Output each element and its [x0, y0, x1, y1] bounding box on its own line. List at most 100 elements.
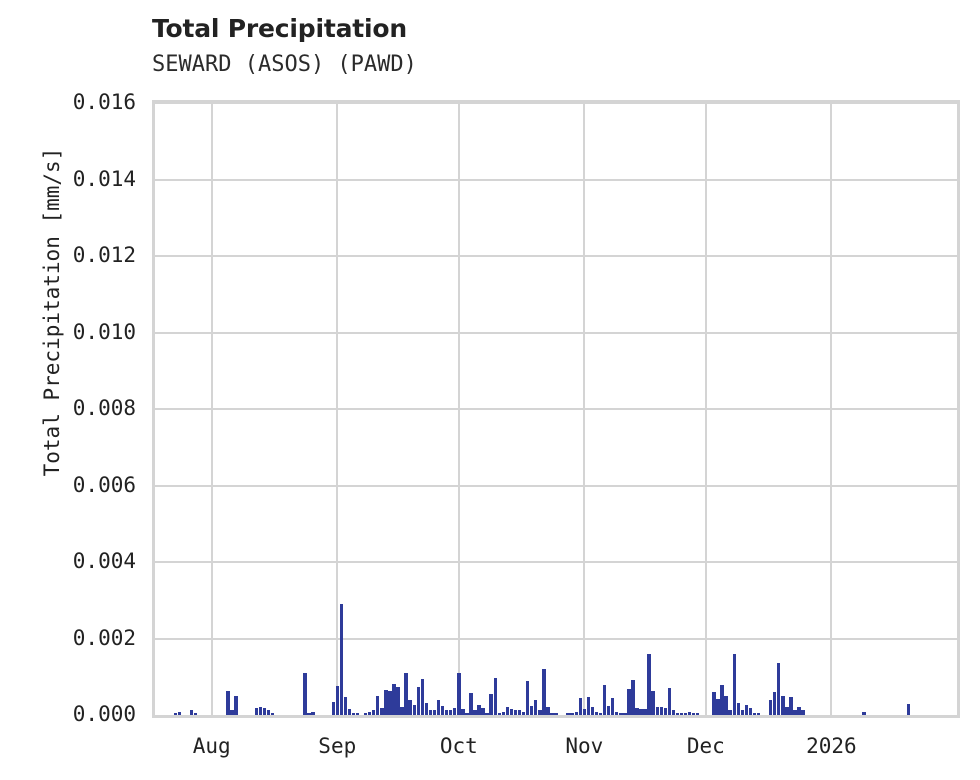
bar	[740, 709, 745, 715]
bar	[716, 698, 720, 715]
bar	[481, 708, 485, 715]
bar	[477, 705, 481, 715]
gridline-vertical	[704, 103, 707, 715]
bar	[586, 696, 591, 715]
bar	[428, 710, 433, 715]
y-axis-tick: 0.008	[72, 396, 136, 420]
gridline-vertical	[336, 103, 339, 715]
bar	[485, 713, 489, 715]
bar	[400, 706, 404, 715]
bar	[570, 713, 574, 715]
bar	[696, 712, 700, 715]
chart-subtitle-station: SEWARD (ASOS) (PAWD)	[152, 52, 417, 77]
bar	[724, 695, 728, 715]
bar	[590, 706, 595, 715]
bar	[683, 712, 688, 715]
x-axis-tick: 2026	[806, 734, 857, 758]
bar	[457, 672, 461, 715]
bar	[639, 708, 643, 715]
bar	[376, 695, 380, 715]
bar	[270, 712, 275, 715]
bar	[412, 705, 416, 715]
bar	[424, 702, 429, 715]
bar	[687, 711, 692, 715]
bar	[606, 705, 611, 715]
gridline-horizontal	[155, 178, 957, 181]
bar	[793, 709, 797, 715]
bar	[667, 688, 672, 715]
bar	[736, 702, 740, 715]
bar	[367, 711, 372, 715]
gridline-horizontal	[155, 255, 957, 257]
y-axis-tick: 0.012	[72, 243, 136, 267]
gridline-horizontal	[155, 408, 957, 410]
bar	[691, 713, 696, 715]
plot-area	[152, 100, 960, 718]
bar	[388, 690, 392, 715]
bar	[619, 712, 623, 715]
bar	[493, 678, 497, 715]
gridline-vertical	[830, 103, 833, 715]
bar	[521, 711, 526, 715]
y-axis-label: Total Precipitation [mm/s]	[40, 147, 64, 477]
bar	[679, 713, 684, 715]
bar	[440, 705, 445, 715]
bar	[671, 709, 676, 715]
gridline-vertical	[210, 103, 213, 715]
bar	[655, 706, 659, 715]
bar	[226, 691, 230, 715]
bar	[262, 708, 267, 715]
y-axis-tick: 0.004	[72, 549, 136, 573]
bar	[509, 708, 514, 715]
bar	[311, 711, 315, 715]
bar	[266, 709, 271, 715]
y-axis-tick: 0.016	[72, 90, 136, 114]
y-axis-tick: 0.006	[72, 472, 136, 497]
bar	[392, 683, 396, 715]
bar	[408, 700, 412, 715]
bar	[234, 695, 238, 715]
bar	[598, 713, 603, 715]
y-axis-tick: 0.002	[72, 625, 136, 650]
bar	[748, 708, 753, 715]
bar	[546, 706, 550, 715]
bar	[647, 653, 651, 715]
bar	[534, 700, 538, 715]
gridline-vertical	[583, 103, 586, 715]
bar	[497, 713, 501, 715]
bar	[631, 679, 635, 715]
bar	[635, 708, 639, 715]
bar	[712, 692, 716, 715]
bar	[420, 679, 425, 715]
bar	[448, 710, 453, 715]
chart-title: Total Precipitation	[152, 14, 407, 43]
bar	[489, 693, 493, 715]
bar	[623, 713, 627, 715]
bar	[582, 708, 587, 715]
bar	[728, 710, 732, 715]
bar	[307, 713, 311, 715]
y-axis-tick: 0.010	[72, 319, 136, 344]
bar	[663, 708, 668, 715]
bar	[550, 712, 554, 715]
bar	[396, 687, 400, 715]
x-axis-tick: Aug	[192, 734, 231, 758]
x-axis-tick: Dec	[686, 734, 725, 758]
bar	[372, 710, 376, 715]
bar	[517, 710, 522, 715]
bar	[303, 672, 307, 715]
bar	[432, 709, 437, 715]
bar	[416, 687, 420, 715]
bar	[906, 704, 911, 715]
bar	[343, 696, 348, 715]
bar	[602, 685, 607, 715]
bar	[610, 698, 615, 715]
bar	[777, 663, 781, 715]
bar	[513, 709, 518, 715]
y-axis-tick: 0.000	[72, 702, 136, 726]
bar	[675, 713, 680, 715]
bar	[542, 669, 546, 715]
bar	[339, 604, 344, 715]
bar	[554, 713, 558, 715]
bar	[193, 713, 198, 715]
